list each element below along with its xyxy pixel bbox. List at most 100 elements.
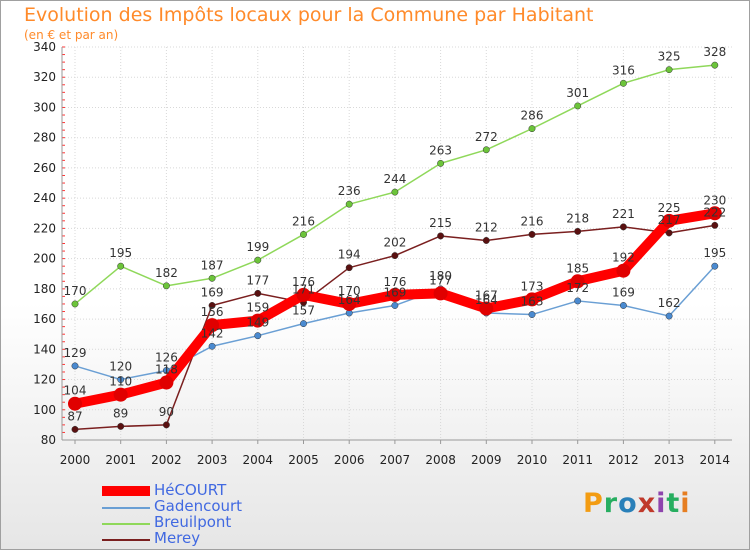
data-label: 195 — [109, 246, 132, 260]
data-label: 159 — [246, 301, 269, 315]
y-tick-label: 100 — [33, 403, 56, 417]
data-label: 185 — [566, 261, 589, 275]
data-point — [162, 367, 170, 374]
data-label: 286 — [521, 109, 544, 123]
y-tick-label: 180 — [33, 282, 56, 296]
data-point — [665, 229, 673, 237]
chart-title: Evolution des Impôts locaux pour la Comm… — [24, 4, 594, 26]
data-point — [707, 206, 722, 221]
data-point — [711, 221, 719, 229]
data-point — [391, 302, 399, 309]
data-point — [162, 421, 170, 429]
data-label: 90 — [159, 405, 174, 419]
data-label: 104 — [64, 384, 87, 398]
data-label: 110 — [109, 375, 132, 389]
data-label: 182 — [155, 266, 178, 280]
data-label: 216 — [521, 214, 544, 228]
data-point — [117, 262, 125, 270]
data-label: 176 — [292, 275, 315, 289]
x-tick-label: 2002 — [151, 453, 182, 467]
legend-item: Gadencourt — [102, 497, 322, 516]
legend-item: Merey — [102, 529, 322, 548]
data-point — [250, 313, 265, 328]
x-tick-label: 2004 — [243, 453, 274, 467]
legend-label: Breuilpont — [154, 513, 232, 531]
data-point — [574, 102, 582, 110]
data-label: 272 — [475, 130, 498, 144]
y-tick-label: 200 — [33, 252, 56, 266]
data-point — [665, 312, 673, 320]
legend-swatch — [102, 486, 150, 496]
data-point — [528, 230, 536, 238]
data-point — [437, 159, 445, 167]
data-point — [208, 302, 216, 309]
data-label: 216 — [292, 214, 315, 228]
chart-subtitle: (en € et par an) — [24, 28, 119, 42]
legend-label: HéCOURT — [154, 481, 227, 499]
data-point — [254, 256, 262, 264]
y-tick-label: 120 — [33, 373, 56, 387]
data-label: 230 — [703, 193, 726, 207]
data-point — [662, 213, 677, 228]
data-point — [159, 375, 174, 390]
data-label: 129 — [64, 346, 87, 360]
data-point — [205, 318, 220, 333]
data-label: 199 — [246, 240, 269, 254]
data-point — [68, 396, 82, 411]
data-point — [162, 282, 170, 290]
data-label: 225 — [658, 201, 681, 215]
data-point — [570, 274, 585, 289]
x-tick-label: 2011 — [562, 453, 593, 467]
legend-swatch — [102, 523, 150, 525]
data-label: 163 — [521, 295, 544, 309]
data-label: 325 — [658, 50, 681, 64]
y-tick-label: 340 — [33, 40, 56, 54]
data-point — [619, 79, 627, 87]
logo-letter: P — [583, 488, 604, 519]
data-point — [574, 227, 582, 235]
proxiti-logo: Proxiti — [583, 488, 691, 519]
data-label: 177 — [246, 273, 269, 287]
data-label: 212 — [475, 220, 498, 234]
data-point — [300, 230, 307, 238]
data-label: 316 — [612, 63, 635, 77]
x-tick-label: 2003 — [197, 453, 228, 467]
x-tick-label: 2009 — [471, 453, 502, 467]
data-point — [574, 297, 582, 305]
data-point — [254, 332, 262, 340]
data-point — [117, 422, 125, 430]
data-label: 173 — [521, 279, 544, 293]
data-point — [482, 237, 490, 244]
data-label: 162 — [658, 296, 681, 310]
data-label: 177 — [429, 273, 452, 287]
data-label: 301 — [566, 86, 589, 100]
x-tick-label: 2008 — [425, 453, 456, 467]
logo-letter: i — [656, 488, 667, 519]
data-point — [71, 300, 79, 308]
data-label: 87 — [67, 409, 82, 423]
data-label: 118 — [155, 363, 178, 377]
x-tick-label: 2014 — [700, 453, 731, 467]
data-label: 187 — [201, 258, 224, 272]
logo-letter: x — [637, 488, 657, 519]
data-label: 218 — [566, 211, 589, 225]
data-point — [387, 287, 402, 302]
legend-swatch — [102, 539, 150, 541]
data-point — [619, 223, 627, 231]
legend-item: Breuilpont — [102, 513, 322, 532]
data-label: 263 — [429, 143, 452, 157]
data-point — [300, 320, 307, 328]
data-label: 120 — [109, 360, 132, 374]
data-label: 157 — [292, 304, 315, 318]
y-tick-label: 280 — [33, 131, 56, 145]
data-label: 176 — [383, 275, 406, 289]
data-label: 156 — [201, 305, 224, 319]
y-tick-label: 320 — [33, 70, 56, 84]
data-label: 170 — [64, 284, 87, 298]
data-point — [528, 125, 536, 133]
data-point — [254, 289, 262, 297]
data-label: 172 — [566, 281, 589, 295]
data-label: 221 — [612, 207, 635, 221]
data-label: 180 — [429, 269, 452, 283]
